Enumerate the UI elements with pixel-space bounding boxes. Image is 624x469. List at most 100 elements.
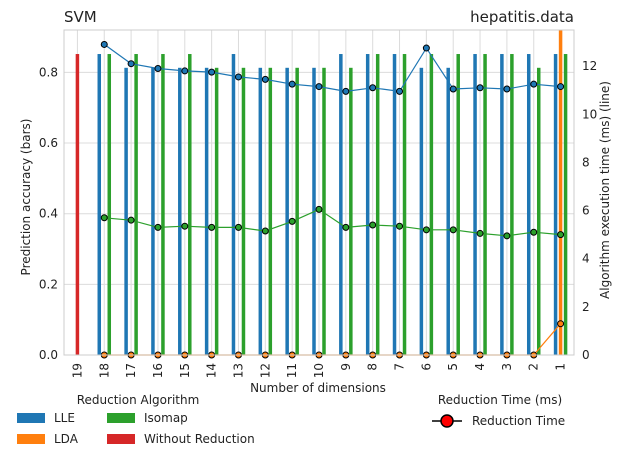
line-point [208, 223, 216, 231]
bar [446, 67, 450, 355]
x-tick-label: 11 [285, 363, 299, 378]
bar [204, 67, 209, 355]
bar [553, 54, 558, 356]
bar [429, 54, 434, 356]
x-tick-label: 18 [97, 363, 111, 378]
line-point [100, 214, 108, 222]
series-line [104, 208, 561, 237]
legend-swatch [107, 413, 135, 423]
x-tick-label: 7 [393, 363, 407, 371]
bar [124, 67, 128, 355]
line-point [342, 223, 350, 231]
x-tick-label: 19 [70, 363, 84, 378]
line-point [449, 85, 457, 93]
line-point [154, 65, 162, 73]
line-point [342, 87, 350, 95]
y-tick-right: 12 [582, 59, 597, 73]
bar [188, 54, 192, 356]
x-tick-label: 6 [419, 363, 433, 371]
x-tick-label: 14 [205, 363, 219, 378]
bar-layer [75, 30, 568, 356]
x-tick-label: 3 [500, 363, 514, 371]
x-axis-label: Number of dimensions [250, 381, 386, 395]
line-point [288, 80, 296, 88]
y-axis-label-left: Prediction accuracy (bars) [19, 119, 33, 276]
x-tick-label: 15 [178, 363, 192, 378]
bar [483, 54, 487, 356]
bar [258, 67, 263, 355]
bar [161, 54, 165, 356]
bar [322, 67, 326, 355]
bar [75, 54, 80, 356]
line-point [422, 226, 430, 234]
x-tick-label: 1 [554, 363, 568, 371]
line-point [422, 44, 430, 52]
line-point [369, 221, 377, 229]
bar [375, 54, 380, 356]
bar [510, 54, 514, 356]
bar [473, 54, 477, 356]
legend-label: Without Reduction [144, 432, 255, 446]
y-axis-label-right: Algorithm execution time (ms) (line) [598, 81, 612, 299]
line-point [503, 85, 511, 93]
bar [178, 67, 182, 355]
y-tick-left: 0.0 [39, 348, 58, 362]
legend-reduction-time: Reduction Time (ms) Reduction Time [432, 393, 565, 428]
bar [349, 67, 353, 355]
plot-frame [63, 29, 575, 356]
bar [526, 54, 531, 356]
bar [97, 54, 102, 356]
line-point [557, 231, 565, 239]
x-tick-label: 12 [258, 363, 272, 378]
x-tick-label: 5 [446, 363, 460, 371]
bar [563, 54, 568, 356]
line-point [530, 228, 538, 236]
y-tick-left: 0.6 [39, 136, 58, 150]
line-point [261, 227, 269, 235]
y-tick-right: 6 [582, 204, 590, 218]
line-point [234, 223, 242, 231]
bar [151, 67, 155, 355]
y-tick-right: 8 [582, 155, 590, 169]
bar [558, 30, 563, 355]
legend-swatch [17, 434, 45, 444]
bar [365, 54, 370, 356]
line-point [208, 68, 216, 76]
x-tick-label: 17 [124, 363, 138, 378]
x-tick-label: 8 [366, 363, 380, 371]
bar [214, 67, 219, 355]
x-tick-label: 16 [151, 363, 165, 378]
bar [419, 67, 424, 355]
chart-title-left: SVM [64, 8, 97, 26]
bar [285, 67, 289, 355]
line-point [154, 223, 162, 231]
bar [241, 67, 246, 355]
line-point [557, 320, 565, 328]
legend-swatch [107, 434, 135, 444]
line-point [261, 75, 269, 83]
line-point [449, 226, 457, 234]
x-tick-label: 2 [527, 363, 541, 371]
line-point [127, 216, 135, 224]
line-point [369, 84, 377, 92]
bar [134, 54, 138, 356]
bar [295, 67, 299, 355]
legend-label: LDA [54, 432, 79, 446]
line-point [181, 222, 189, 230]
line-point [530, 80, 538, 88]
y-tick-right: 0 [582, 348, 590, 362]
line-point [396, 222, 404, 230]
line-point [476, 84, 484, 92]
y-tick-right: 2 [582, 300, 590, 314]
line-point [234, 73, 242, 81]
bar [456, 54, 460, 356]
bar [268, 67, 273, 355]
y-tick-left: 0.4 [39, 207, 58, 221]
line-point [503, 232, 511, 240]
grid-layer [64, 30, 574, 356]
line-point [288, 217, 296, 225]
y-tick-left: 0.2 [39, 277, 58, 291]
